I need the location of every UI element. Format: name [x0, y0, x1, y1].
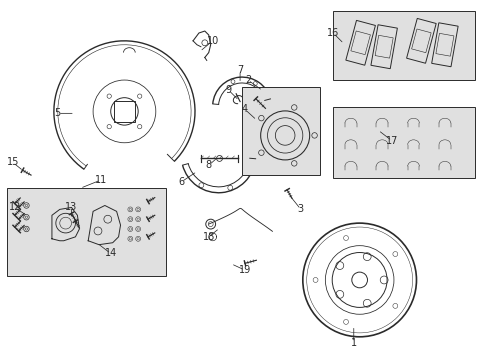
- Text: 16: 16: [326, 28, 339, 38]
- Bar: [332, 12, 474, 80]
- Bar: [332, 108, 474, 178]
- Text: 5: 5: [55, 108, 61, 118]
- Text: 7: 7: [237, 65, 243, 75]
- Text: 17: 17: [385, 136, 397, 146]
- Text: 1: 1: [350, 338, 356, 348]
- Text: 19: 19: [238, 265, 251, 275]
- Text: 4: 4: [242, 104, 247, 114]
- Text: 10: 10: [206, 36, 218, 46]
- Bar: [242, 87, 320, 175]
- Text: 6: 6: [178, 177, 184, 187]
- Text: 14: 14: [104, 248, 117, 258]
- Text: 18: 18: [202, 232, 214, 242]
- Text: 3: 3: [297, 204, 303, 215]
- Text: 12: 12: [8, 202, 21, 212]
- Text: 11: 11: [95, 175, 107, 185]
- Text: 8: 8: [205, 160, 211, 170]
- Text: 15: 15: [6, 157, 19, 167]
- Text: 9: 9: [225, 85, 231, 95]
- Text: 13: 13: [65, 202, 78, 212]
- Text: 2: 2: [244, 75, 250, 85]
- Bar: [7, 188, 165, 276]
